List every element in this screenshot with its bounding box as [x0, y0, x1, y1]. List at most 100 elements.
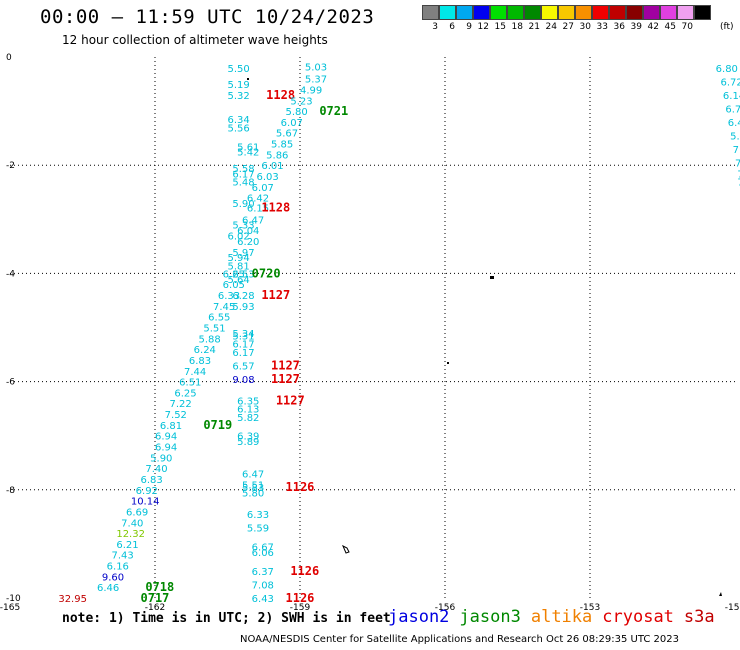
y-tick-label: 0 [6, 53, 12, 63]
footer-credit: NOAA/NESDIS Center for Satellite Applica… [240, 634, 679, 645]
wave-height-label: 6.46 [97, 583, 119, 594]
satellite-legend-item: s3a [683, 607, 715, 627]
color-scale-label: 15 [494, 22, 506, 32]
wave-height-label: 6.28 [232, 291, 254, 302]
wave-height-label: 6.67 [252, 543, 274, 554]
wave-height-label: 6.33 [247, 510, 269, 521]
color-swatch [456, 5, 473, 20]
color-scale-label: 70 [681, 22, 693, 32]
wave-height-label: 6.83 [189, 356, 211, 367]
wave-height-label: 5.33 [232, 221, 254, 232]
wave-height-label: 6.72 [721, 77, 740, 88]
wave-height-label: 5.83 [242, 483, 264, 494]
pass-time-label: 0720 [252, 266, 281, 280]
color-scale-label: 6 [449, 22, 455, 32]
wave-height-label: 6.53 [232, 269, 254, 280]
wave-height-label: 5.19 [228, 80, 250, 91]
island-marker [490, 276, 494, 279]
wave-height-label: 6.05 [223, 280, 245, 291]
wave-height-label: 6.14 [723, 91, 740, 102]
wave-height-label: 5.94 [228, 253, 250, 264]
wave-height-label: 6.04 [237, 226, 259, 237]
wave-height-label: 5.92 [730, 131, 740, 142]
wave-height-label: 10.14 [131, 497, 160, 508]
wave-height-label: 5.88 [199, 334, 221, 345]
wave-height-label: 6.07 [281, 118, 303, 129]
wave-height-label: 6.94 [155, 443, 177, 454]
x-tick-label: -153 [580, 603, 600, 613]
color-swatch [643, 5, 660, 20]
wave-height-label: 6.43 [252, 594, 274, 605]
pass-time-label: 1126 [286, 591, 315, 605]
wave-height-label: 7.52 [165, 410, 187, 421]
x-tick-label: -150 [725, 603, 740, 613]
wave-height-label: 6.02 [228, 232, 250, 243]
color-swatch [677, 5, 694, 20]
wave-height-label: 5.59 [247, 524, 269, 535]
wave-height-label: 6.13 [237, 405, 259, 416]
axis-tick-labels: -165 -162 -159 -156 -153 -150 0 -2 -4 -6 -8 -10 [0, 53, 740, 613]
wave-height-label: 7.32 [737, 169, 740, 180]
island-marker [447, 362, 449, 364]
wave-height-label: 6.42 [247, 194, 269, 205]
wave-height-label: 6.07 [252, 183, 274, 194]
wave-height-label: 5.86 [266, 150, 288, 161]
wave-height-label: 6.25 [174, 388, 196, 399]
wave-height-label: 5.64 [228, 275, 250, 286]
wave-height-label: 6.17 [232, 348, 254, 359]
wave-height-label: 6.16 [107, 562, 129, 573]
wave-height-label: 5.82 [237, 413, 259, 424]
wave-height-label: 7.43 [735, 158, 740, 169]
wave-height-label: 6.06 [252, 548, 274, 559]
color-scale-label: 45 [664, 22, 676, 32]
wave-height-label: 9.60 [102, 572, 124, 583]
wave-height-label: 6.41 [728, 118, 740, 129]
wave-height-label: 6.55 [208, 313, 230, 324]
satellite-legend: jason2 jason3 altika cryosat s3a [388, 607, 725, 627]
map-title: 00:00 – 11:59 UTC 10/24/2023 [40, 6, 375, 28]
wave-height-label: 5.34 [232, 329, 254, 340]
color-swatch [694, 5, 711, 20]
wave-height-label: 5.90 [232, 199, 254, 210]
color-swatch [575, 5, 592, 20]
satellite-legend-item: jason3 [459, 607, 521, 627]
color-scale-label: 42 [647, 22, 659, 32]
pass-time-label: 1128 [261, 200, 290, 214]
color-scale-unit: (ft) [720, 22, 734, 32]
pass-time-label: 1126 [286, 480, 315, 494]
wave-height-label: 5.85 [271, 140, 293, 151]
color-swatch [609, 5, 626, 20]
wave-height-label: 12.32 [116, 529, 145, 540]
color-scale-label: 24 [545, 22, 557, 32]
pass-time-label: 1126 [290, 564, 319, 578]
color-swatch [626, 5, 643, 20]
wave-height-label: 5.56 [228, 123, 250, 134]
island-marker [342, 544, 350, 554]
wave-height-label: 5.48 [232, 177, 254, 188]
wave-height-label: 6.94 [155, 432, 177, 443]
wave-height-label: 6.37 [252, 567, 274, 578]
x-tick-label: -165 [0, 603, 20, 613]
wave-height-label: 5.90 [150, 453, 172, 464]
wave-height-label: 6.01 [261, 161, 283, 172]
y-tick-label: -6 [6, 378, 15, 388]
wave-height-label: 6.74 [725, 104, 740, 115]
wave-height-label: 9.08 [232, 375, 254, 386]
pass-time-label: 1127 [271, 372, 300, 386]
wave-height-label: 7.40 [121, 518, 143, 529]
notes-text: note: 1) Time is in UTC; 2) SWH is in fe… [62, 611, 391, 626]
color-scale-label: 30 [579, 22, 591, 32]
wave-height-label: 5.93 [232, 302, 254, 313]
wave-height-label: 6.03 [257, 172, 279, 183]
color-scale-label: 18 [511, 22, 523, 32]
wave-height-label: 5.03 [305, 63, 327, 74]
y-tick-label: -8 [6, 486, 15, 496]
wave-height-label: 5.50 [228, 64, 250, 75]
color-scale-label: 36 [613, 22, 625, 32]
wave-height-label: 6.24 [194, 345, 216, 356]
wave-height-label: 7.44 [184, 367, 206, 378]
color-swatch [473, 5, 490, 20]
wave-height-label: 7.08 [252, 580, 274, 591]
y-tick-label: -10 [6, 594, 21, 604]
color-swatch [592, 5, 609, 20]
